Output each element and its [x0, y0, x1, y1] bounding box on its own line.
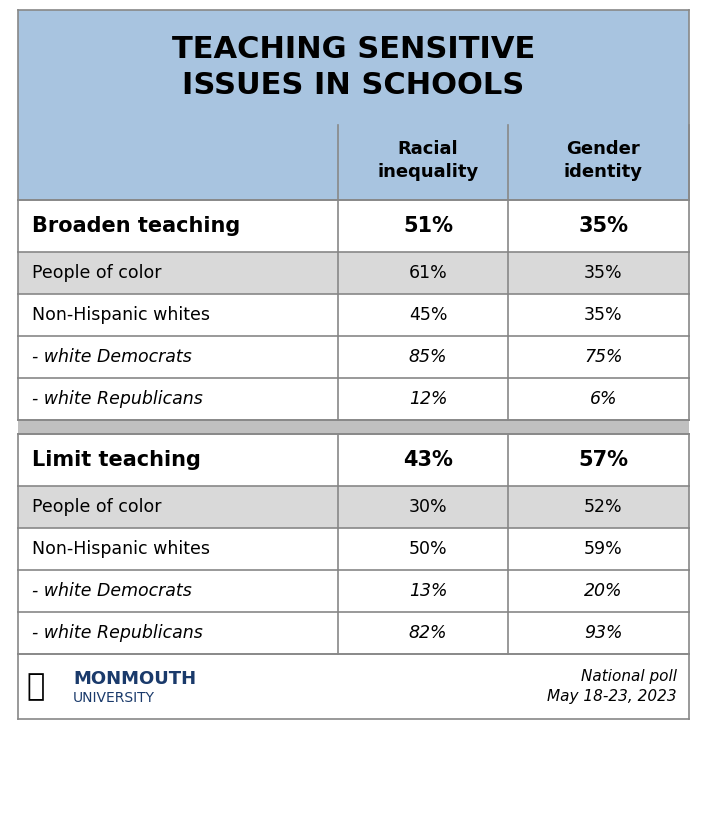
Text: 43%: 43%	[403, 450, 453, 470]
Text: 85%: 85%	[409, 348, 448, 366]
Bar	[18, 125, 689, 200]
Text: 13%: 13%	[409, 582, 448, 600]
Bar	[18, 200, 689, 252]
Text: 59%: 59%	[584, 540, 623, 558]
Text: 20%: 20%	[584, 582, 623, 600]
Bar	[18, 612, 689, 654]
Bar	[18, 528, 689, 570]
Text: 6%: 6%	[590, 390, 617, 408]
Text: National poll
May 18-23, 2023: National poll May 18-23, 2023	[547, 669, 677, 704]
Text: Broaden teaching: Broaden teaching	[32, 216, 240, 236]
Bar	[18, 420, 689, 434]
Bar	[18, 294, 689, 336]
Text: - white Republicans: - white Republicans	[32, 624, 203, 642]
Text: People of color: People of color	[32, 498, 161, 516]
Text: 51%: 51%	[403, 216, 453, 236]
Text: 30%: 30%	[409, 498, 448, 516]
Text: - white Democrats: - white Democrats	[32, 582, 192, 600]
Text: 35%: 35%	[584, 264, 623, 282]
Bar	[18, 10, 689, 125]
Text: UNIVERSITY: UNIVERSITY	[73, 690, 155, 704]
Text: - white Democrats: - white Democrats	[32, 348, 192, 366]
Text: 52%: 52%	[584, 498, 623, 516]
Text: Non-Hispanic whites: Non-Hispanic whites	[32, 306, 210, 324]
Text: Limit teaching: Limit teaching	[32, 450, 201, 470]
Bar	[18, 336, 689, 378]
Text: Non-Hispanic whites: Non-Hispanic whites	[32, 540, 210, 558]
Text: 50%: 50%	[409, 540, 448, 558]
Text: 93%: 93%	[584, 624, 623, 642]
Text: MONMOUTH: MONMOUTH	[73, 669, 196, 688]
Bar	[18, 654, 689, 719]
Text: - white Republicans: - white Republicans	[32, 390, 203, 408]
Bar	[18, 570, 689, 612]
Bar	[18, 486, 689, 528]
Bar	[18, 378, 689, 420]
Text: 35%: 35%	[578, 216, 629, 236]
Text: 82%: 82%	[409, 624, 448, 642]
Text: People of color: People of color	[32, 264, 161, 282]
Text: Gender
identity: Gender identity	[564, 140, 643, 181]
Bar	[18, 434, 689, 486]
Text: 🏛: 🏛	[27, 672, 45, 701]
Text: 12%: 12%	[409, 390, 448, 408]
Bar	[18, 252, 689, 294]
Text: 61%: 61%	[409, 264, 448, 282]
Text: 57%: 57%	[578, 450, 629, 470]
Text: TEACHING SENSITIVE
ISSUES IN SCHOOLS: TEACHING SENSITIVE ISSUES IN SCHOOLS	[172, 35, 535, 100]
Text: Racial
inequality: Racial inequality	[378, 140, 479, 181]
Text: 45%: 45%	[409, 306, 448, 324]
Text: 35%: 35%	[584, 306, 623, 324]
Text: 75%: 75%	[584, 348, 623, 366]
